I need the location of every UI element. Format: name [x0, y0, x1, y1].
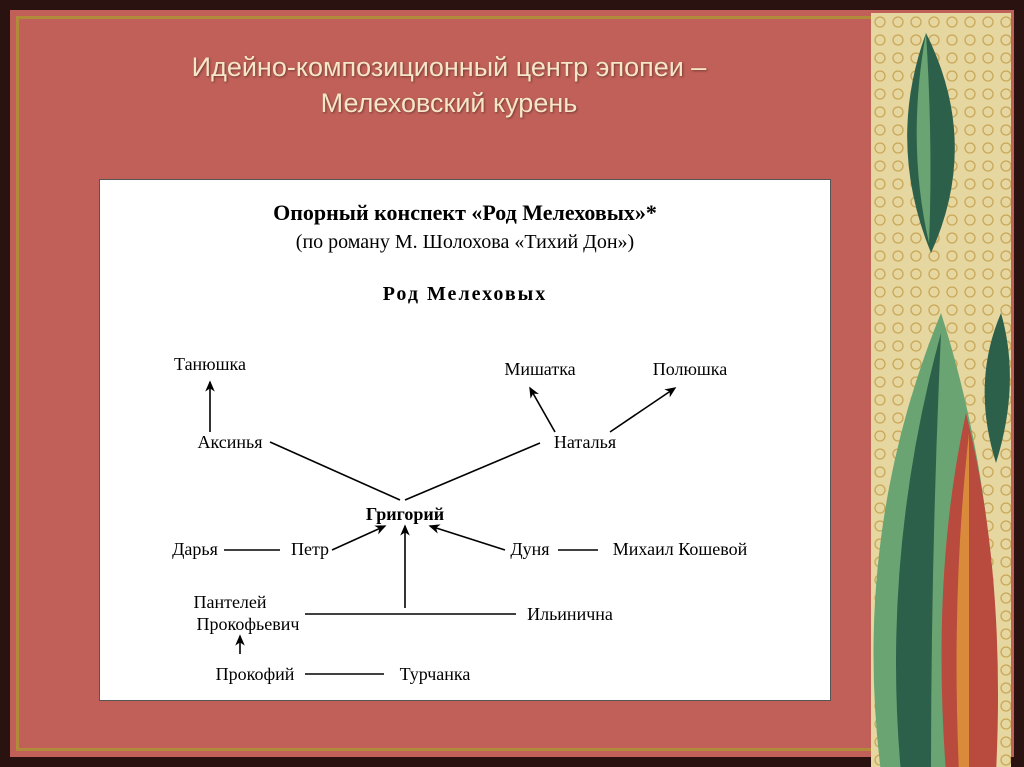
- node-prokofy: Прокофий: [216, 664, 295, 684]
- node-mishatka: Мишатка: [504, 359, 575, 379]
- node-koshevoy: Михаил Кошевой: [613, 539, 748, 559]
- title-line-1: Идейно-композиционный центр эпопеи –: [192, 52, 707, 82]
- diagram-heading: Опорный конспект «Род Мелеховых»*: [273, 200, 657, 225]
- side-pattern: [871, 13, 1011, 767]
- edge: [332, 526, 385, 550]
- node-polyushka: Полюшка: [653, 359, 728, 379]
- title-line-2: Мелеховский курень: [321, 88, 578, 118]
- node-tanyushka: Танюшка: [174, 354, 246, 374]
- edge: [610, 388, 675, 432]
- edge: [270, 442, 400, 500]
- slide-title: Идейно-композиционный центр эпопеи – Мел…: [19, 49, 879, 122]
- edge: [405, 443, 540, 500]
- edge: [430, 526, 505, 550]
- node-darya: Дарья: [172, 539, 218, 559]
- diagram-container: Опорный конспект «Род Мелеховых»* (по ро…: [99, 179, 831, 701]
- slide-frame-outer: Идейно-композиционный центр эпопеи – Мел…: [0, 0, 1024, 767]
- node-petr: Петр: [291, 539, 329, 559]
- node-natalya: Наталья: [554, 432, 616, 452]
- nodes: Танюшка Мишатка Полюшка Аксинья Наталья Григо…: [172, 354, 747, 684]
- node-pantelei2: Прокофьевич: [197, 614, 300, 634]
- node-grigory: Григорий: [366, 504, 444, 524]
- node-aksinya: Аксинья: [197, 432, 262, 452]
- node-turchanka: Турчанка: [400, 664, 471, 684]
- family-tree-diagram: Опорный конспект «Род Мелеховых»* (по ро…: [100, 180, 830, 700]
- node-dunya: Дуня: [510, 539, 549, 559]
- node-ilyinichna: Ильинична: [527, 604, 613, 624]
- diagram-tree-title: Род Мелеховых: [383, 283, 548, 305]
- diagram-subheading: (по роману М. Шолохова «Тихий Дон»): [296, 231, 634, 253]
- node-pantelei1: Пантелей: [193, 592, 266, 612]
- edge: [530, 388, 555, 432]
- slide-frame-inner: Идейно-композиционный центр эпопеи – Мел…: [16, 16, 1008, 751]
- main-area: Идейно-композиционный центр эпопеи – Мел…: [19, 19, 879, 748]
